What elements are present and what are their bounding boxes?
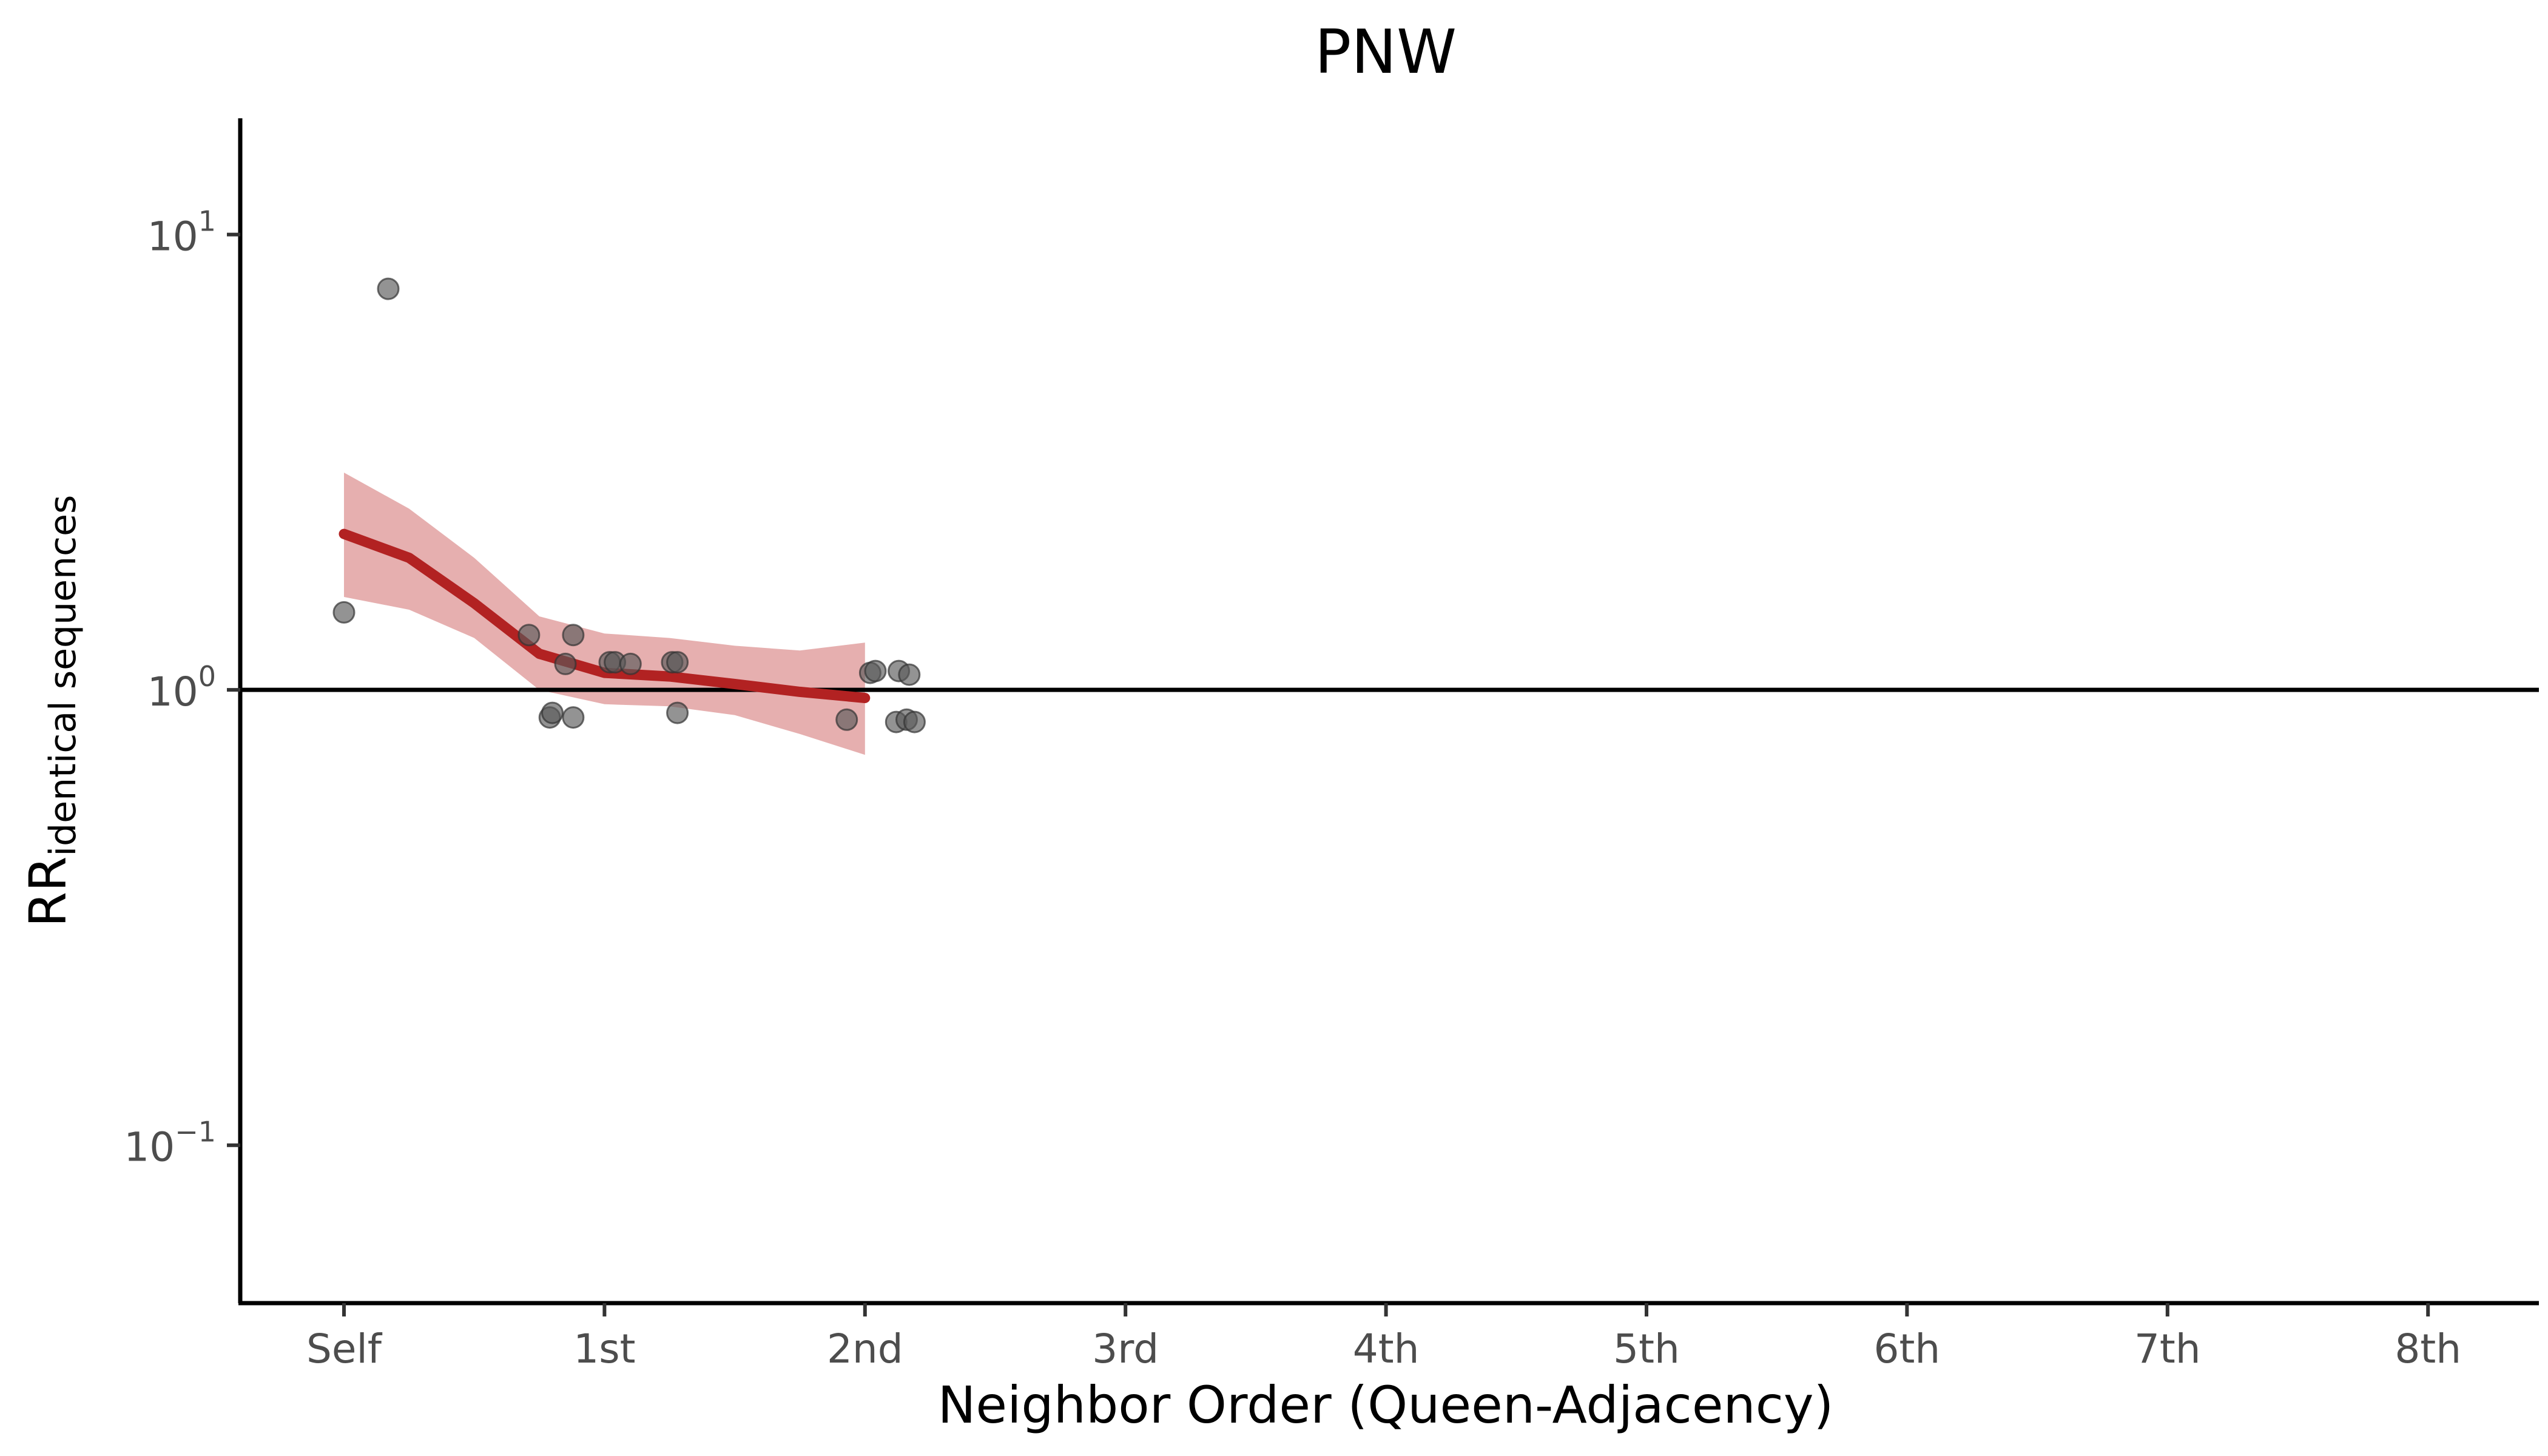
data-point xyxy=(835,708,858,731)
y-axis-label: RRidentical sequences xyxy=(18,495,84,928)
x-tick-label: 1st xyxy=(573,1326,635,1372)
y-tick-label: 10−1 xyxy=(124,1116,216,1171)
data-point xyxy=(541,701,564,724)
x-tick-label: 7th xyxy=(2134,1326,2201,1372)
data-point xyxy=(332,601,356,624)
data-point xyxy=(554,652,577,675)
x-tick-label: 6th xyxy=(1874,1326,1941,1372)
x-tick-label: 5th xyxy=(1613,1326,1680,1372)
data-point xyxy=(562,624,585,647)
plot-area xyxy=(240,277,2539,755)
x-tick-label: 3rd xyxy=(1092,1326,1159,1372)
data-point xyxy=(619,652,642,675)
x-tick-label: 8th xyxy=(2395,1326,2461,1372)
data-point xyxy=(864,659,887,682)
x-tick-label: 4th xyxy=(1353,1326,1420,1372)
data-point xyxy=(517,624,541,647)
smooth-trend-line xyxy=(339,528,871,703)
x-axis-ticks: Self 1st 2nd 3rd 4th 5th 6th 7th 8th xyxy=(306,1303,2461,1372)
data-point xyxy=(898,663,921,686)
data-point xyxy=(666,701,689,724)
x-tick-label: 2nd xyxy=(827,1326,903,1372)
data-point xyxy=(903,710,926,733)
y-axis-label-main: RR xyxy=(18,857,78,928)
chart-title: PNW xyxy=(1315,16,1457,87)
y-axis-ticks: 10−1 100 101 xyxy=(124,205,240,1171)
x-axis-label: Neighbor Order (Queen-Adjacency) xyxy=(938,1375,1834,1435)
y-axis-label-sub: identical sequences xyxy=(42,495,84,857)
y-tick-label: 101 xyxy=(147,205,216,260)
y-tick-label: 100 xyxy=(147,660,216,715)
data-point xyxy=(562,706,585,729)
data-point xyxy=(377,277,400,300)
confidence-band xyxy=(344,473,865,755)
data-point xyxy=(666,651,689,674)
x-tick-label: Self xyxy=(306,1326,383,1372)
